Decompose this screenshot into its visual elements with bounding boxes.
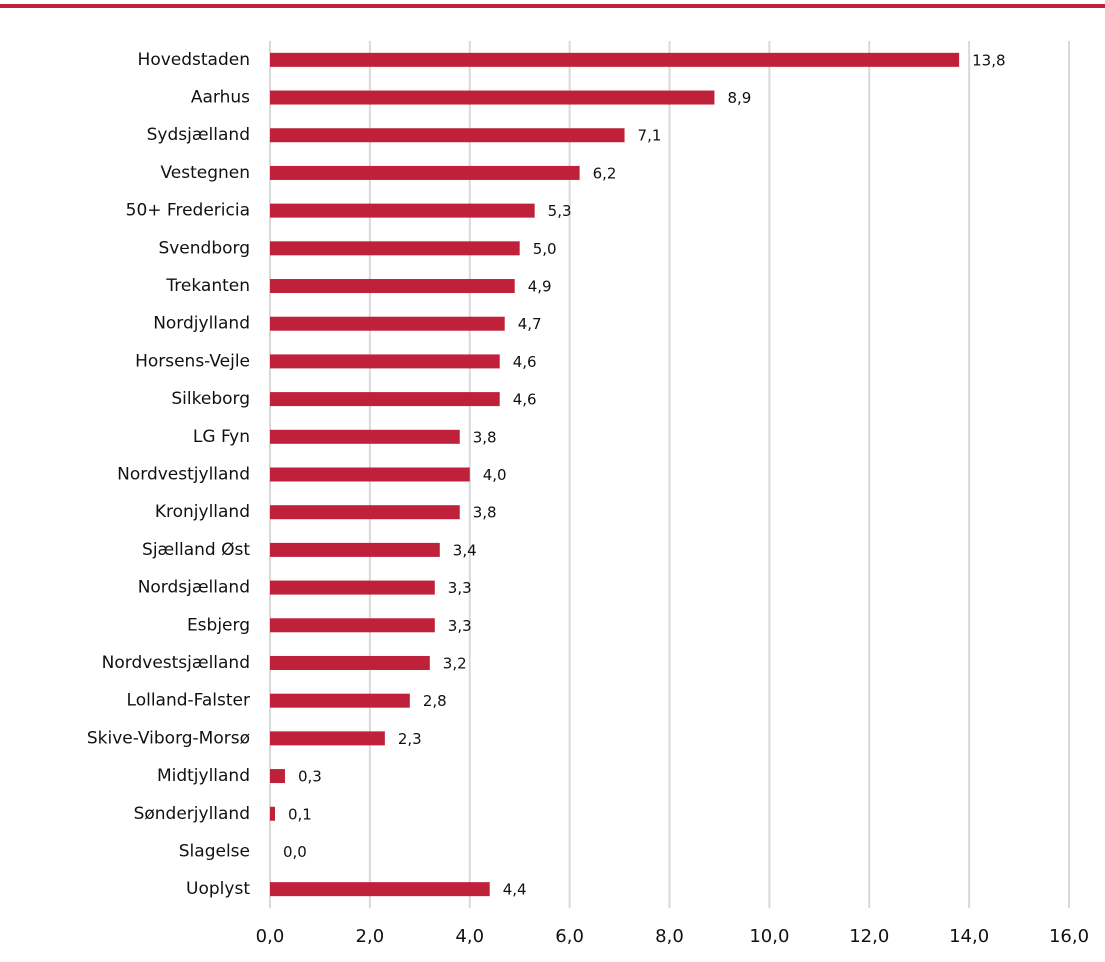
- bar: [270, 429, 460, 444]
- bar: [270, 467, 470, 482]
- bar: [270, 241, 520, 256]
- x-tick-label: 6,0: [555, 926, 584, 947]
- bar: [270, 769, 285, 784]
- value-label: 0,0: [283, 843, 307, 861]
- value-label: 4,6: [513, 353, 537, 371]
- bar: [270, 316, 505, 331]
- y-tick-label: Trekanten: [165, 276, 250, 296]
- bar: [270, 90, 715, 105]
- x-tick-label: 0,0: [256, 926, 285, 947]
- value-label: 4,4: [503, 881, 527, 899]
- y-tick-label: Kronjylland: [155, 502, 250, 522]
- value-label: 13,8: [972, 51, 1005, 69]
- bar: [270, 505, 460, 520]
- y-tick-label: Nordvestjylland: [117, 465, 250, 485]
- bar: [270, 128, 625, 143]
- y-tick-label: Midtjylland: [157, 766, 250, 786]
- value-label: 3,8: [473, 504, 497, 522]
- y-tick-label: Lolland-Falster: [127, 691, 250, 711]
- bar: [270, 165, 580, 180]
- value-label: 5,3: [548, 202, 572, 220]
- y-tick-label: Slagelse: [179, 841, 250, 861]
- value-label: 7,1: [638, 127, 662, 145]
- value-label: 3,3: [448, 579, 472, 597]
- value-label: 4,9: [528, 278, 552, 296]
- y-tick-label: Esbjerg: [187, 615, 250, 635]
- y-tick-label: Sydsjælland: [147, 125, 250, 145]
- bar: [270, 882, 490, 897]
- value-label: 2,3: [398, 730, 422, 748]
- top-rule: [0, 4, 1105, 8]
- x-tick-label: 8,0: [655, 926, 684, 947]
- y-tick-label: Horsens-Vejle: [135, 351, 250, 371]
- y-tick-label: Hovedstaden: [138, 50, 250, 70]
- bar: [270, 618, 435, 633]
- bar: [270, 279, 515, 294]
- x-tick-label: 10,0: [749, 926, 789, 947]
- x-tick-label: 4,0: [455, 926, 484, 947]
- bar: [270, 580, 435, 595]
- bar: [270, 693, 410, 708]
- bar: [270, 542, 440, 557]
- bar: [270, 52, 960, 67]
- x-tick-label: 12,0: [849, 926, 889, 947]
- value-label: 8,9: [727, 89, 751, 107]
- value-label: 3,8: [473, 428, 497, 446]
- x-tick-label: 2,0: [356, 926, 385, 947]
- bar: [270, 203, 535, 218]
- value-label: 0,3: [298, 768, 322, 786]
- y-tick-label: Sjælland Øst: [142, 540, 250, 560]
- value-label: 3,2: [443, 654, 467, 672]
- bar: [270, 392, 500, 407]
- value-label: 6,2: [593, 164, 617, 182]
- value-label: 3,3: [448, 617, 472, 635]
- value-label: 4,6: [513, 391, 537, 409]
- y-tick-label: Skive-Viborg-Morsø: [87, 728, 250, 748]
- value-label: 0,1: [288, 805, 312, 823]
- value-label: 2,8: [423, 692, 447, 710]
- value-label: 3,4: [453, 541, 477, 559]
- y-tick-label: 50+ Fredericia: [126, 201, 250, 221]
- x-tick-label: 14,0: [949, 926, 989, 947]
- y-tick-label: Aarhus: [191, 88, 250, 108]
- y-tick-label: LG Fyn: [193, 427, 250, 447]
- x-tick-label: 16,0: [1049, 926, 1089, 947]
- y-tick-label: Sønderjylland: [134, 804, 250, 824]
- bar: [270, 731, 385, 746]
- value-label: 4,0: [483, 466, 507, 484]
- y-tick-label: Silkeborg: [171, 389, 250, 409]
- bar: [270, 354, 500, 369]
- bar: [270, 655, 430, 670]
- y-tick-label: Uoplyst: [186, 879, 250, 899]
- y-tick-label: Nordjylland: [153, 314, 250, 334]
- y-tick-label: Nordsjælland: [138, 578, 250, 598]
- y-tick-label: Svendborg: [158, 238, 250, 258]
- value-label: 4,7: [518, 315, 542, 333]
- y-tick-label: Nordvestsjælland: [102, 653, 250, 673]
- bar: [270, 806, 275, 821]
- value-label: 5,0: [533, 240, 557, 258]
- y-tick-label: Vestegnen: [160, 163, 250, 183]
